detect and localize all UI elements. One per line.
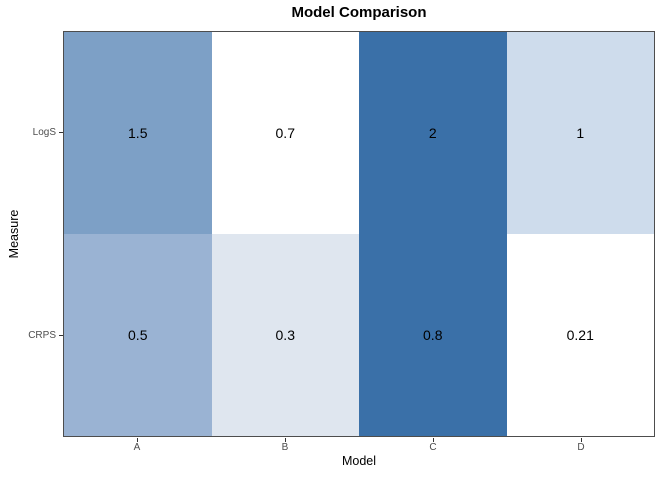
heatmap-cell-crps-d: 0.21 xyxy=(506,234,654,436)
cell-value: 2 xyxy=(428,125,437,141)
heatmap-cell-crps-b: 0.3 xyxy=(211,234,359,436)
cell-value: 0.8 xyxy=(423,327,443,343)
heatmap-cell-logs-d: 1 xyxy=(506,32,654,234)
cell-value: 0.5 xyxy=(128,327,148,343)
cell-value: 0.21 xyxy=(566,327,594,343)
cell-value: 1.5 xyxy=(128,125,148,141)
y-tick-crps xyxy=(59,335,63,336)
x-tick-label-d: D xyxy=(577,442,585,453)
x-tick-c xyxy=(433,438,434,442)
cell-value: 0.7 xyxy=(275,125,295,141)
heatmap-cell-crps-c: 0.8 xyxy=(359,234,507,436)
plot-panel: 1.5 0.7 2 1 0.5 0.3 0.8 0.21 xyxy=(63,31,655,437)
x-tick-d xyxy=(581,438,582,442)
heatmap-cell-crps-a: 0.5 xyxy=(64,234,212,436)
chart-title: Model Comparison xyxy=(291,4,427,21)
y-tick-label-logs: LogS xyxy=(32,127,56,138)
x-tick-label-b: B xyxy=(281,442,289,453)
y-tick-label-crps: CRPS xyxy=(28,330,56,341)
x-tick-label-c: C xyxy=(429,442,437,453)
heatmap-cell-logs-b: 0.7 xyxy=(211,32,359,234)
x-tick-b xyxy=(285,438,286,442)
cell-value: 0.3 xyxy=(275,327,295,343)
heatmap-cell-logs-a: 1.5 xyxy=(64,32,212,234)
heatmap-cell-logs-c: 2 xyxy=(359,32,507,234)
cell-value: 1 xyxy=(576,125,585,141)
x-axis-title: Model xyxy=(341,454,377,468)
x-tick-a xyxy=(137,438,138,442)
y-tick-logs xyxy=(59,132,63,133)
x-tick-label-a: A xyxy=(133,442,141,453)
y-axis-title: Measure xyxy=(7,209,21,259)
